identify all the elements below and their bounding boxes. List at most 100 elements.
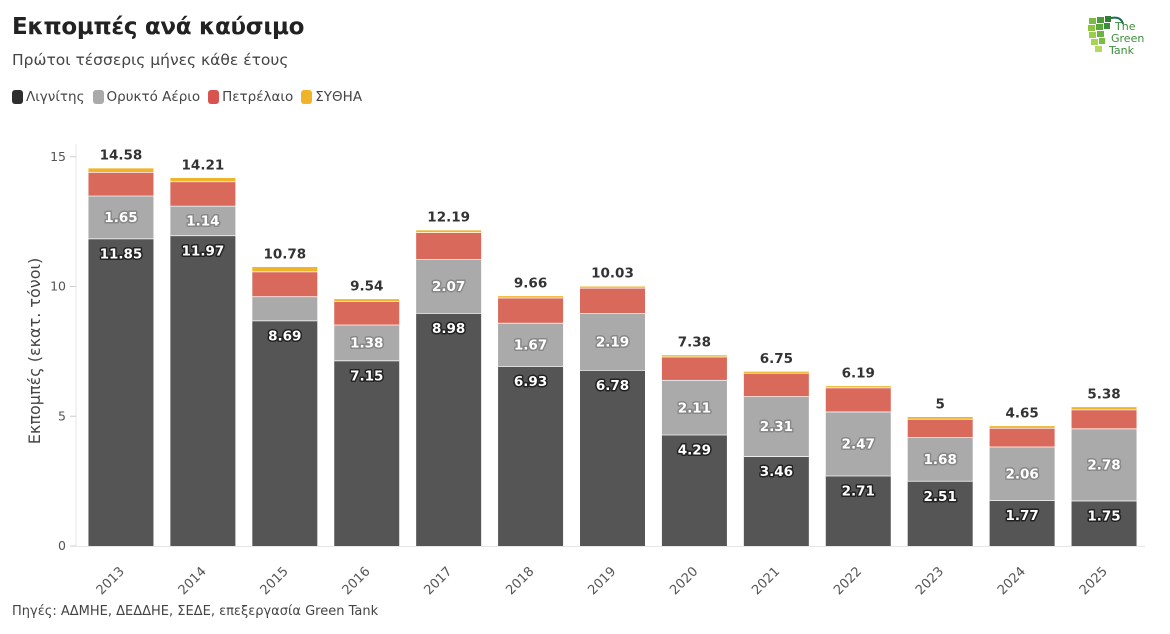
- bar-segment-gas-2022[interactable]: [825, 411, 891, 476]
- segment-value-label: 2.51: [924, 489, 957, 505]
- segment-value-label: 8.98: [432, 321, 465, 337]
- legend-item-gas[interactable]: Ορυκτό Αέριο: [92, 89, 200, 105]
- segment-value-label: 2.07: [432, 279, 465, 295]
- bar-segment-gas-2019[interactable]: [580, 313, 645, 371]
- segment-value-label: 2.06: [1005, 466, 1038, 482]
- total-value-label: 10.78: [263, 246, 306, 262]
- bar-segment-gas-2017[interactable]: [416, 259, 482, 313]
- bar-segment-chp-2014[interactable]: [170, 177, 236, 182]
- bar-segment-chp-2017[interactable]: [416, 229, 482, 233]
- bar-segment-oil-2022[interactable]: [825, 387, 891, 412]
- bar-segment-gas-2013[interactable]: [88, 195, 154, 239]
- x-tick-label: 2016: [340, 564, 374, 598]
- bar-segment-gas-2020[interactable]: [661, 379, 727, 435]
- total-value-label: 5.38: [1087, 386, 1120, 402]
- legend-item-oil[interactable]: Πετρέλαιο: [208, 89, 293, 105]
- bar-segment-chp-2019[interactable]: [580, 285, 645, 288]
- bar-segment-oil-2020[interactable]: [661, 356, 727, 380]
- bar-segment-oil-2021[interactable]: [743, 372, 809, 397]
- bar-segment-oil-2016[interactable]: [334, 301, 400, 325]
- x-tick-label: 2020: [667, 564, 701, 598]
- x-tick-label: 2023: [913, 564, 947, 598]
- bars: [88, 166, 1137, 547]
- total-value-label: 9.66: [514, 275, 547, 291]
- bar-segment-chp-2025[interactable]: [1071, 406, 1137, 410]
- legend-swatch-lignite: [12, 90, 23, 104]
- chart-subtitle: Πρώτοι τέσσερις μήνες κάθε έτους: [12, 51, 289, 69]
- legend-swatch-chp: [301, 90, 313, 104]
- bar-segment-lignite-2023[interactable]: [907, 480, 973, 546]
- segment-value-label: 1.65: [104, 210, 137, 226]
- bar-segment-lignite-2019[interactable]: [580, 370, 645, 546]
- chart-title: Εκπομπές ανά καύσιμο: [12, 14, 305, 40]
- legend-item-chp[interactable]: ΣΥΘΗΑ: [301, 89, 362, 105]
- bar-segment-oil-2025[interactable]: [1071, 409, 1137, 429]
- bar-segment-chp-2020[interactable]: [661, 354, 727, 357]
- segment-value-label: 2.31: [760, 419, 793, 435]
- total-value-label: 14.58: [100, 148, 143, 164]
- x-tick-label: 2015: [258, 564, 292, 598]
- x-tick-label: 2014: [176, 564, 210, 598]
- logo-text-tank: Tank: [1108, 44, 1135, 57]
- bar-segment-chp-2022[interactable]: [825, 385, 891, 388]
- segment-value-label: 2.78: [1087, 458, 1120, 474]
- bar-segment-gas-2024[interactable]: [989, 446, 1055, 501]
- y-axis-label: Εκπομπές (εκατ. τόνοι): [25, 258, 44, 444]
- x-tick-label: 2025: [1077, 564, 1111, 598]
- bar-segment-chp-2018[interactable]: [498, 295, 564, 298]
- segment-value-label: 1.38: [350, 336, 383, 352]
- bar-segment-oil-2014[interactable]: [170, 181, 236, 206]
- legend-label: ΣΥΘΗΑ: [315, 89, 363, 105]
- bar-segment-chp-2024[interactable]: [989, 425, 1055, 428]
- bar-segment-lignite-2024[interactable]: [989, 500, 1055, 546]
- bar-segment-oil-2019[interactable]: [580, 287, 645, 314]
- bar-segment-lignite-2014[interactable]: [170, 235, 236, 547]
- bar-segment-oil-2015[interactable]: [252, 271, 318, 297]
- bar-segment-gas-2014[interactable]: [170, 205, 236, 236]
- legend: Λιγνίτης Ορυκτό Αέριο Πετρέλαιο ΣΥΘΗΑ: [12, 89, 362, 105]
- segment-value-label: 11.85: [100, 246, 143, 262]
- logo-text-the: The: [1114, 20, 1136, 33]
- bar-segment-lignite-2015[interactable]: [252, 320, 318, 546]
- total-value-label: 12.19: [427, 210, 470, 226]
- x-tick-label: 2022: [831, 564, 865, 598]
- bar-segment-oil-2013[interactable]: [88, 172, 154, 196]
- bar-segment-chp-2015[interactable]: [252, 266, 318, 272]
- total-value-label: 5: [935, 396, 944, 412]
- segment-value-label: 1.68: [924, 452, 957, 468]
- bar-segment-chp-2016[interactable]: [334, 298, 400, 302]
- legend-label: Πετρέλαιο: [222, 89, 294, 105]
- bar-segment-oil-2024[interactable]: [989, 427, 1055, 447]
- bar-segment-lignite-2022[interactable]: [825, 475, 891, 546]
- bar-segment-chp-2021[interactable]: [743, 370, 809, 373]
- bar-segment-lignite-2020[interactable]: [661, 434, 727, 546]
- bar-segment-lignite-2016[interactable]: [334, 360, 400, 546]
- source-note: Πηγές: ΑΔΜΗΕ, ΔΕΔΔΗΕ, ΣΕΔΕ, επεξεργασία …: [12, 604, 379, 619]
- bar-segment-oil-2023[interactable]: [907, 418, 973, 438]
- legend-item-lignite[interactable]: Λιγνίτης: [12, 89, 85, 105]
- bar-segment-gas-2025[interactable]: [1071, 428, 1137, 501]
- total-value-label: 14.21: [182, 157, 225, 173]
- bar-segment-oil-2018[interactable]: [498, 297, 564, 323]
- bar-segment-lignite-2017[interactable]: [416, 312, 482, 546]
- bar-segment-gas-2018[interactable]: [498, 322, 564, 367]
- bar-segment-gas-2021[interactable]: [743, 396, 809, 457]
- bar-segment-chp-2013[interactable]: [88, 167, 154, 173]
- y-tick-label: 0: [58, 538, 66, 553]
- bar-segment-chp-2023[interactable]: [907, 416, 973, 419]
- bar-segment-lignite-2025[interactable]: [1071, 500, 1137, 546]
- bar-segment-lignite-2021[interactable]: [743, 456, 809, 546]
- bar-segment-lignite-2013[interactable]: [88, 238, 154, 546]
- x-tick-label: 2013: [94, 564, 128, 598]
- x-tick-label: 2024: [995, 564, 1029, 598]
- total-value-label: 6.75: [760, 351, 793, 367]
- bar-segment-gas-2016[interactable]: [334, 324, 400, 361]
- x-tick-label: 2021: [749, 564, 783, 598]
- bar-segment-oil-2017[interactable]: [416, 232, 482, 260]
- total-value-label: 10.03: [591, 266, 634, 282]
- bar-segment-lignite-2018[interactable]: [498, 366, 564, 546]
- segment-value-label: 2.47: [842, 437, 875, 453]
- bar-segment-gas-2015[interactable]: [252, 296, 318, 321]
- segment-value-label: 7.15: [350, 368, 383, 384]
- bar-segment-gas-2023[interactable]: [907, 437, 973, 481]
